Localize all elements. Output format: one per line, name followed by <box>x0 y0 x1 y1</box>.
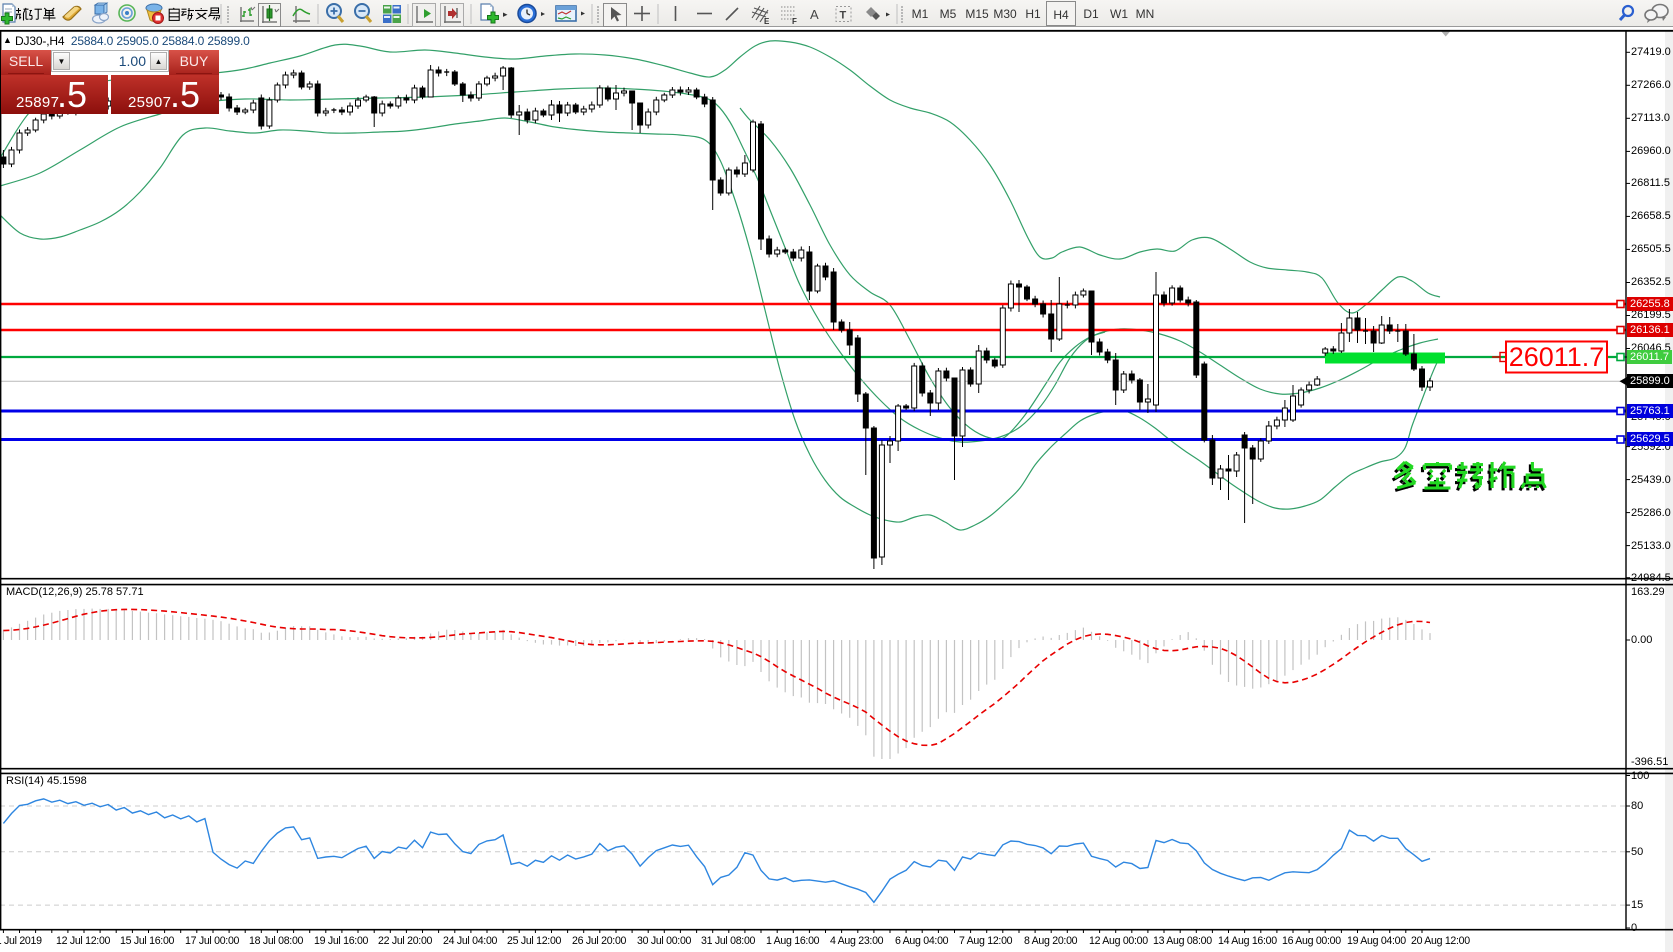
svg-text:A: A <box>810 7 819 22</box>
svg-text:E: E <box>764 17 770 26</box>
svg-text:F: F <box>792 17 797 26</box>
svg-text:T: T <box>840 10 847 22</box>
